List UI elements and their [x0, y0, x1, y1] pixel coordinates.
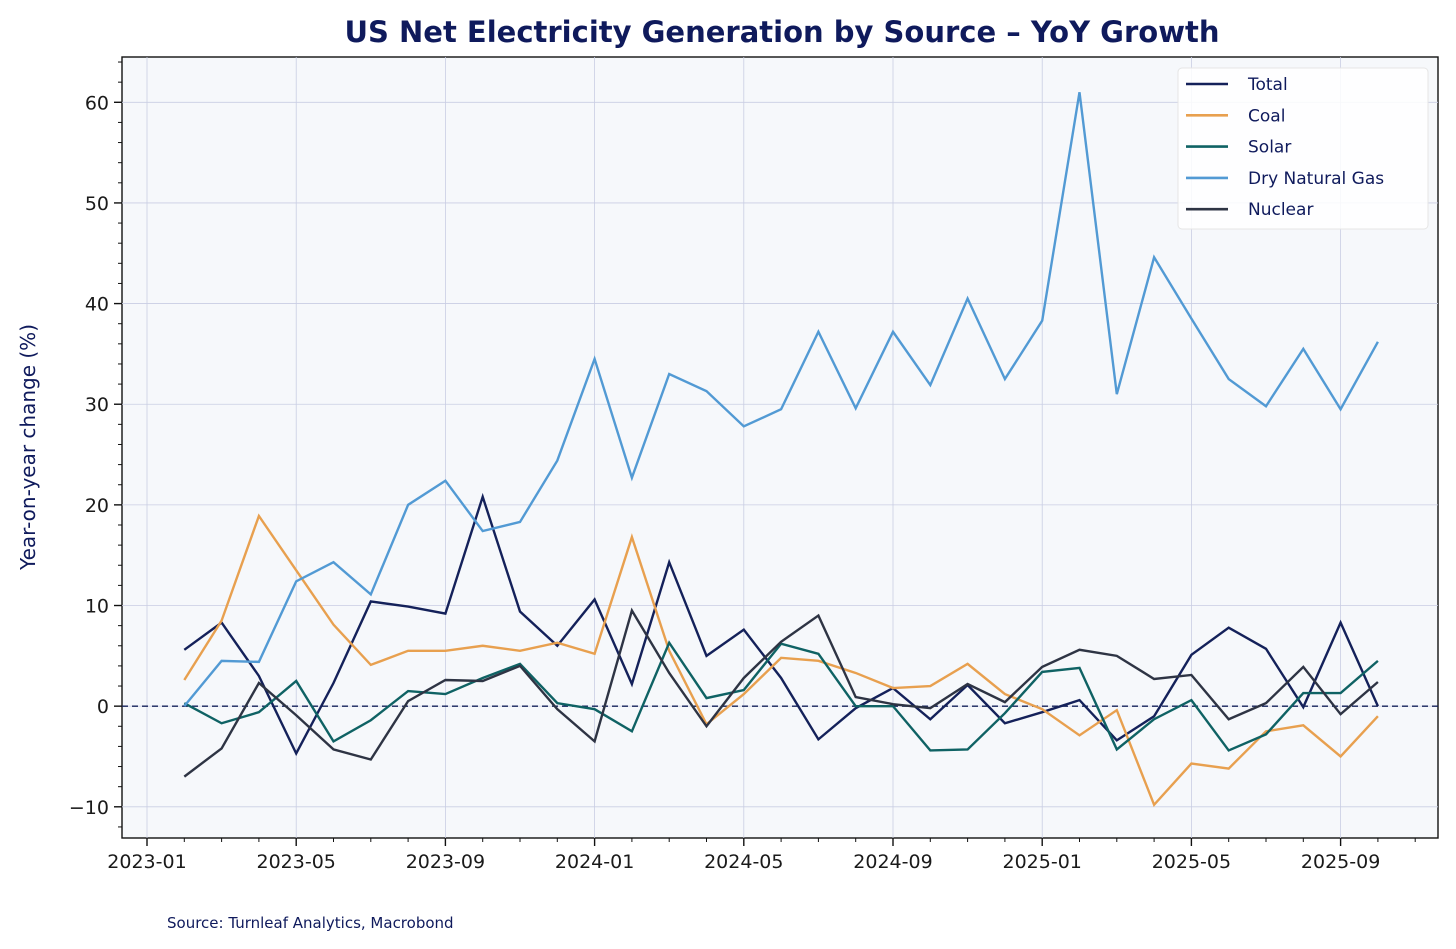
legend: Total Coal Solar Dry Natural Gas Nuclear [1177, 67, 1429, 230]
x-tick-label: 2024-09 [853, 851, 932, 873]
legend-label: Coal [1248, 106, 1285, 126]
y-tick-label: −10 [69, 797, 109, 819]
x-tick-label: 2024-01 [555, 851, 634, 873]
x-tick-label: 2023-01 [107, 851, 186, 873]
source-note: Source: Turnleaf Analytics, Macrobond [167, 914, 454, 932]
x-tick-label: 2023-09 [406, 851, 485, 873]
series-lines [122, 92, 1438, 808]
y-tick-label: 30 [85, 394, 109, 416]
legend-label: Dry Natural Gas [1248, 169, 1384, 189]
axes: −10 0 10 20 30 40 50 60 2023-01 2023-05 2023-09 202… [69, 61, 1416, 873]
y-tick-label: 40 [85, 294, 109, 316]
x-tick-label: 2025-01 [1003, 851, 1082, 873]
y-tick-label: 60 [85, 92, 109, 114]
y-tick-label: 20 [85, 495, 109, 517]
y-axis-label: Year-on-year change (%) [16, 324, 40, 571]
y-tick-label: 0 [97, 696, 109, 718]
legend-label: Nuclear [1248, 200, 1313, 220]
x-tick-label: 2024-05 [704, 851, 783, 873]
x-tick-label: 2023-05 [257, 851, 336, 873]
y-tick-label: 10 [85, 596, 109, 618]
x-tick-label: 2025-09 [1301, 851, 1380, 873]
legend-label: Total [1247, 75, 1288, 95]
legend-label: Solar [1248, 138, 1291, 158]
chart-title: US Net Electricity Generation by Source … [344, 15, 1219, 49]
y-tick-label: 50 [85, 193, 109, 215]
x-tick-label: 2025-05 [1152, 851, 1231, 873]
